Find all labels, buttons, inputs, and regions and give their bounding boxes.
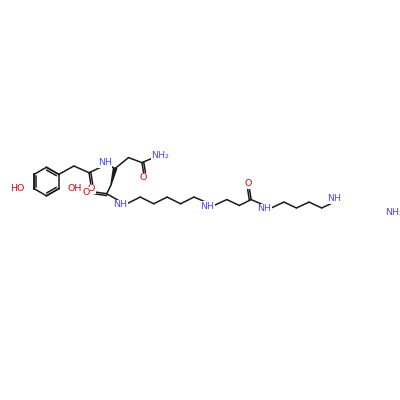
Text: O: O — [88, 184, 95, 193]
Text: O: O — [245, 179, 252, 188]
Text: NH: NH — [258, 204, 272, 213]
Text: NH₂: NH₂ — [152, 150, 169, 160]
Text: OH: OH — [67, 184, 82, 193]
Text: HO: HO — [10, 184, 25, 193]
Polygon shape — [111, 168, 117, 185]
Text: O: O — [140, 173, 147, 182]
Text: NH₂: NH₂ — [385, 208, 400, 217]
Text: O: O — [82, 188, 90, 196]
Text: NH: NH — [113, 200, 127, 209]
Text: NH: NH — [98, 158, 112, 167]
Text: NH: NH — [327, 194, 341, 203]
Text: NH: NH — [200, 202, 214, 211]
